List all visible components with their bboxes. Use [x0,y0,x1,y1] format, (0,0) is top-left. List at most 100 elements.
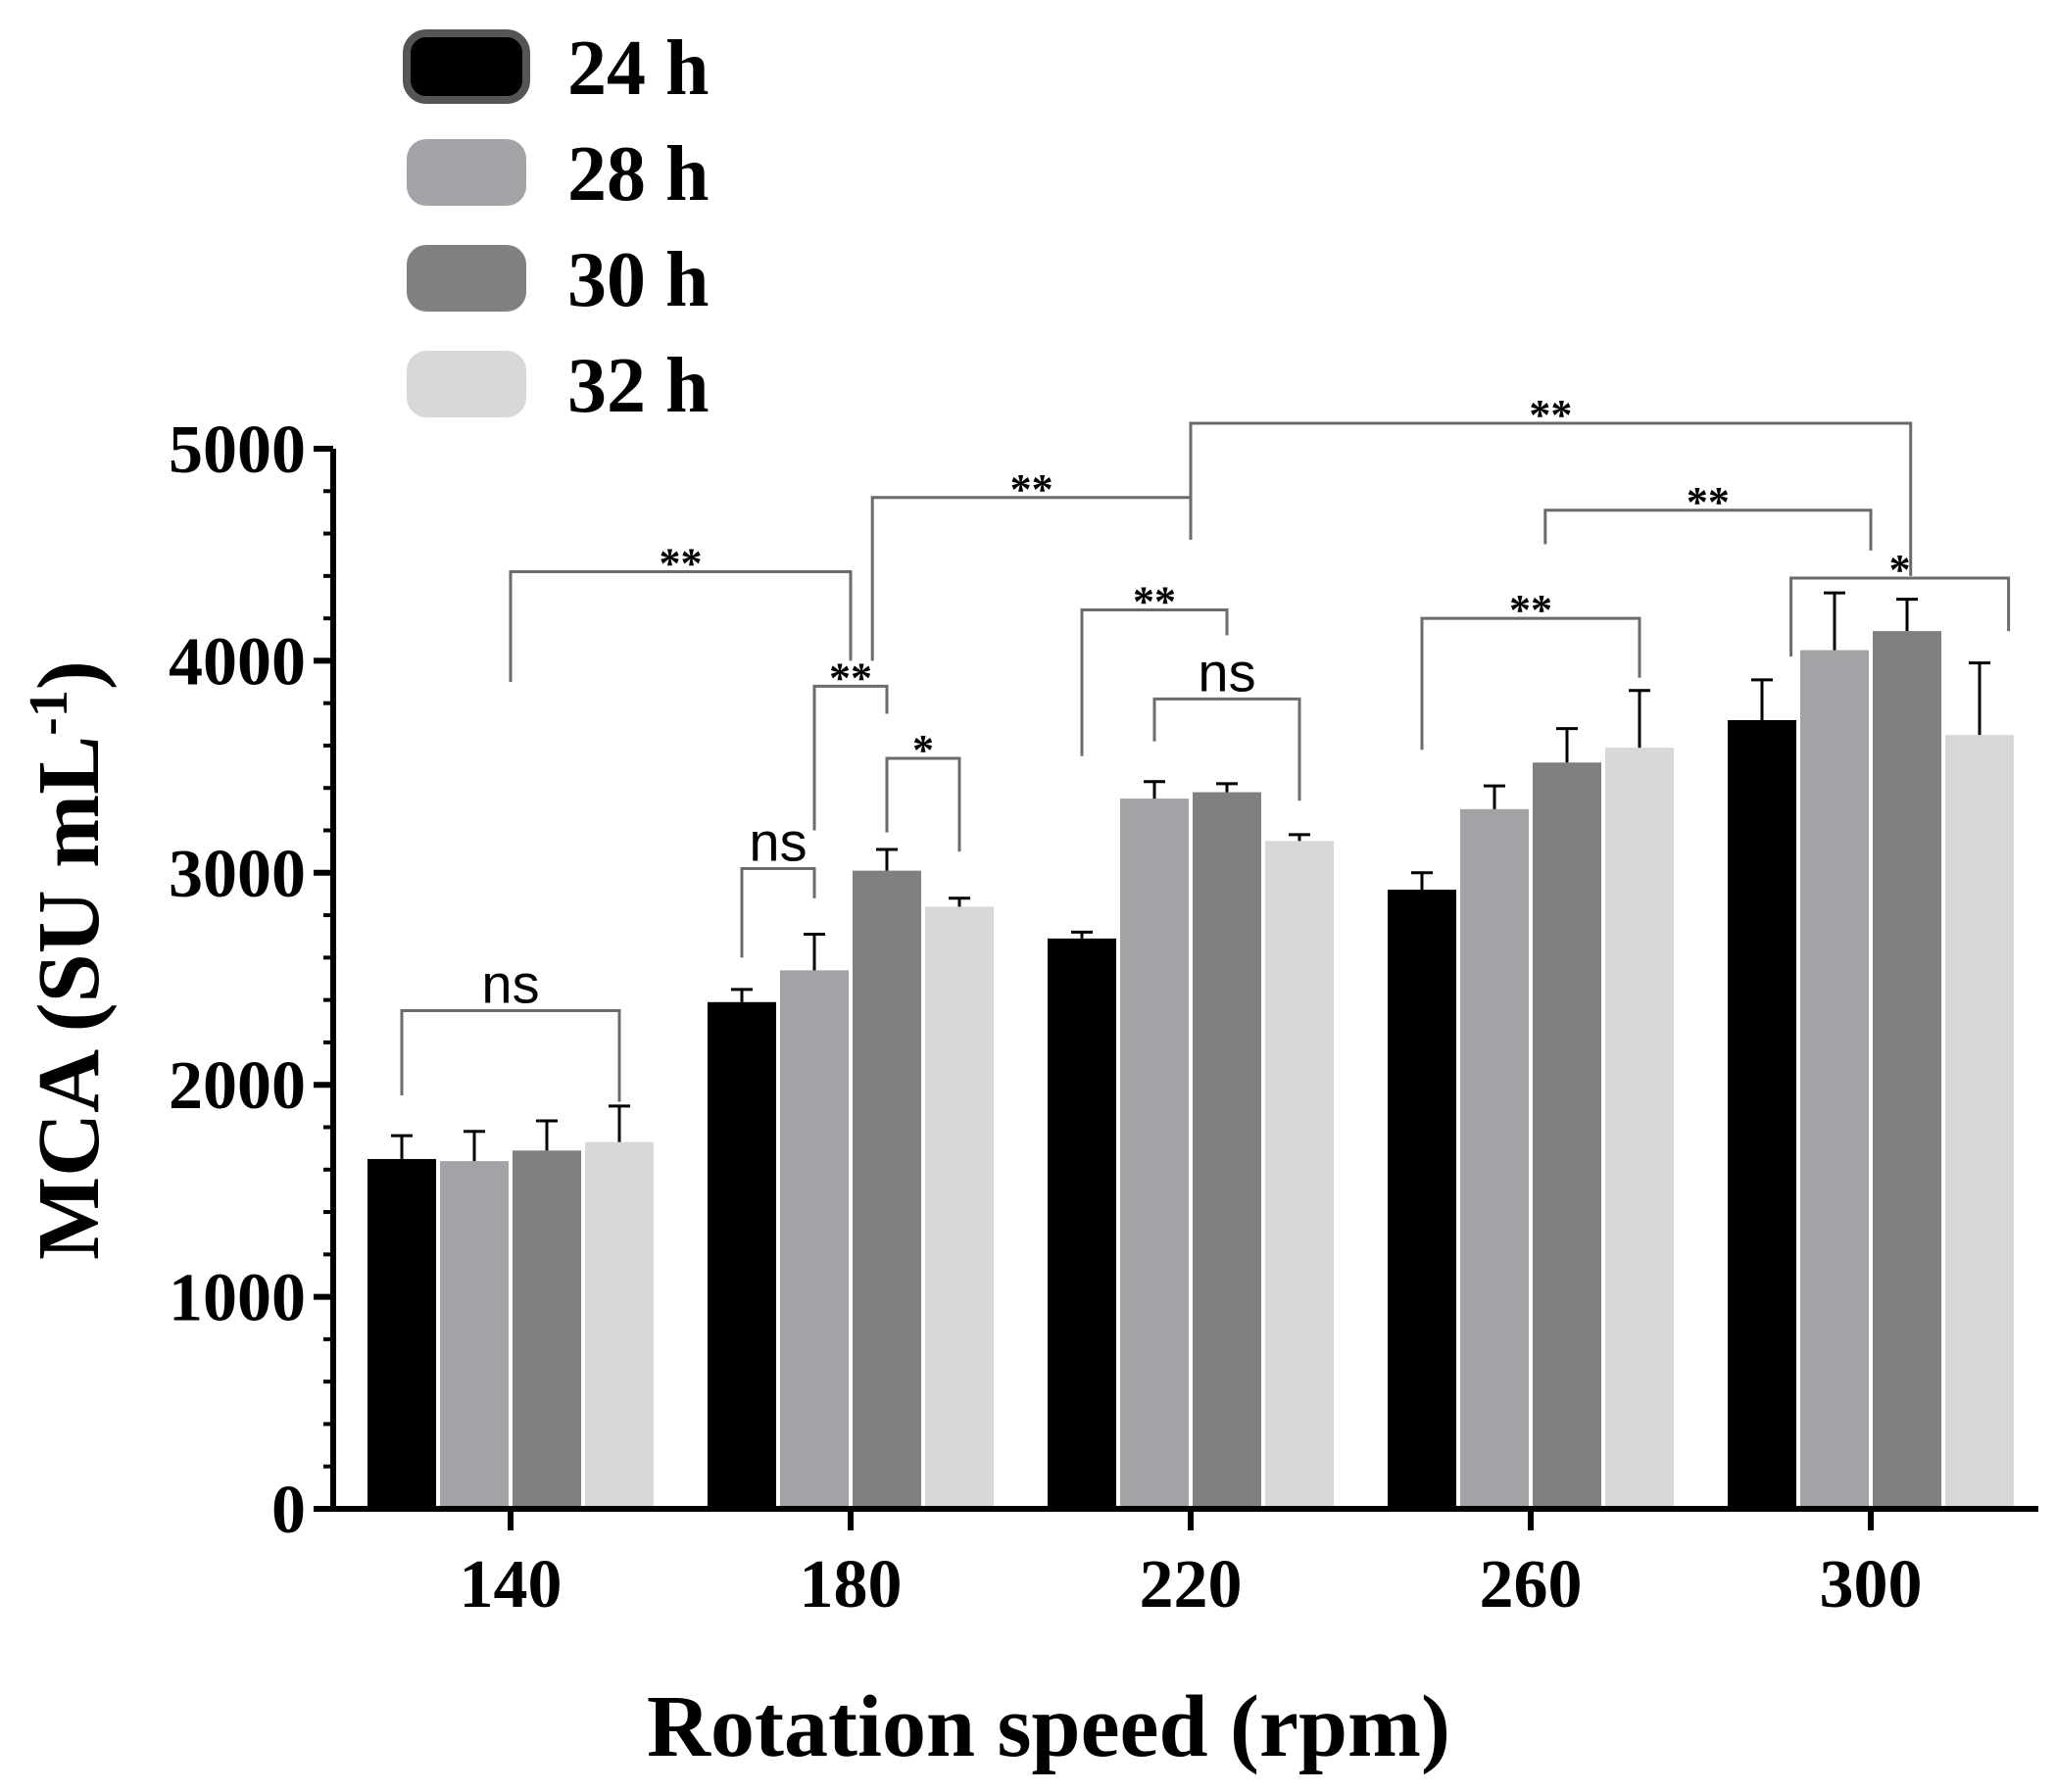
bars-layer [367,631,2014,1509]
significance-bracket-line [1080,607,1229,756]
bar-24h-180 [708,1001,776,1509]
bar-30h-180 [853,870,921,1509]
legend-label: 24 h [567,25,710,112]
significance-bracket-line [812,684,889,831]
significance-label: * [1889,546,1911,594]
error-bar-32h-260 [1629,689,1650,749]
significance-annotations-layer: ns**ns*******ns******* [400,391,2011,1102]
legend: 24 h 28 h 30 h 32 h [403,25,710,429]
error-bar-24h-300 [1751,678,1773,720]
x-axis-title: Rotation speed (rpm) [647,1678,1450,1775]
error-bar-28h-260 [1484,784,1505,809]
x-tick-label-260: 260 [1480,1547,1583,1622]
error-bar-30h-220 [1216,782,1238,793]
significance-label: * [912,726,934,774]
bar-30h-300 [1873,631,1941,1509]
bar-24h-140 [367,1158,436,1509]
significance-bracket-9: ** [1189,391,1913,576]
significance-bracket-11: ** [1543,478,1873,551]
bar-32h-220 [1265,841,1334,1509]
error-bar-28h-220 [1144,780,1165,799]
bar-24h-300 [1728,719,1796,1509]
error-bar-32h-180 [949,896,970,907]
error-bar-28h-140 [464,1130,485,1162]
bar-32h-260 [1605,748,1674,1509]
significance-bracket-4: ** [812,654,889,831]
bar-28h-180 [780,970,849,1509]
significance-bracket-7: ** [1080,577,1229,756]
error-bar-24h-260 [1411,871,1433,891]
significance-label: ** [1133,577,1176,625]
error-bar-30h-140 [536,1119,558,1151]
bar-24h-220 [1048,938,1116,1509]
error-bar-28h-300 [1824,591,1845,651]
significance-label: ** [1010,465,1053,513]
significance-label: ns [1198,641,1255,702]
significance-bracket-line [885,756,961,852]
error-bar-28h-180 [804,933,825,971]
significance-bracket-line [1420,616,1641,751]
bar-24h-260 [1388,890,1456,1509]
legend-swatch [403,29,530,104]
significance-bracket-line [1543,509,1873,551]
significance-bracket-1: ns [400,952,621,1102]
bar-28h-140 [440,1161,509,1509]
error-bar-30h-260 [1556,727,1578,763]
significance-label: ** [1509,586,1552,634]
error-bar-24h-180 [731,988,753,1002]
x-tick-label-140: 140 [460,1547,563,1622]
significance-label: ns [481,952,539,1014]
significance-bracket-5: * [885,726,961,852]
legend-item-32h: 32 h [407,343,710,429]
significance-bracket-10: ** [1420,586,1641,751]
significance-label: ** [829,654,872,702]
significance-bracket-line [740,866,816,958]
bar-32h-140 [585,1141,654,1509]
y-tick-label-4000: 4000 [169,624,306,700]
y-axis-title: MCA (SU mL-1) [19,660,118,1260]
legend-swatch [407,245,526,312]
y-tick-label-3000: 3000 [169,837,306,912]
y-tick-label-5000: 5000 [169,412,306,488]
error-bar-32h-220 [1289,833,1310,842]
y-tick-label-1000: 1000 [169,1261,306,1336]
significance-bracket-line [1789,576,2011,657]
significance-bracket-3: ns [740,810,816,958]
y-axis-title-superscript: -1 [19,690,79,736]
x-tick-label-180: 180 [800,1547,903,1622]
bar-30h-140 [513,1150,581,1509]
bar-28h-220 [1120,799,1189,1509]
error-bar-32h-300 [1969,661,1990,736]
legend-item-24h: 24 h [403,25,710,112]
significance-bracket-line [1152,697,1301,801]
significance-bracket-line [509,570,853,683]
bar-28h-260 [1460,808,1529,1509]
significance-bracket-2: ** [509,540,853,683]
legend-swatch [407,351,526,417]
y-tick-label-2000: 2000 [169,1048,306,1124]
bar-32h-180 [925,906,994,1509]
bar-30h-260 [1533,762,1601,1509]
significance-bracket-8: ns [1152,641,1301,801]
legend-label: 28 h [567,131,710,218]
error-bar-30h-300 [1896,598,1918,632]
error-bar-30h-180 [876,848,898,871]
x-tick-label-300: 300 [1820,1547,1923,1622]
significance-bracket-12: * [1789,546,2011,657]
legend-label: 30 h [567,237,710,323]
significance-label: ns [749,810,807,872]
legend-swatch [407,139,526,206]
error-bars-layer [391,591,1990,1162]
x-tick-label-220: 220 [1140,1547,1243,1622]
significance-label: ** [1529,391,1572,439]
y-axis-title-close: ) [21,660,118,690]
bar-30h-220 [1193,792,1261,1509]
significance-bracket-6: ** [870,465,1193,661]
error-bar-24h-140 [391,1134,413,1159]
axes-layer: 0 1000 2000 3000 4000 5000 140 180 220 260 300 [169,412,2038,1622]
legend-item-28h: 28 h [407,131,710,218]
significance-bracket-line [1189,421,1913,576]
significance-label: ** [1687,478,1730,526]
